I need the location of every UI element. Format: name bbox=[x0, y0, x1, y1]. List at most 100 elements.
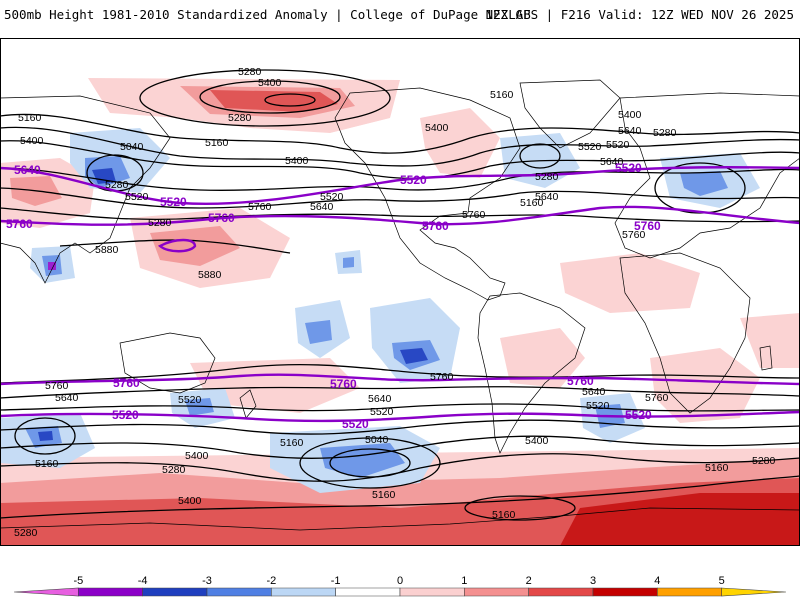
reference-label: 5760 bbox=[330, 377, 357, 391]
colorbar-tick-label: 1 bbox=[461, 575, 467, 587]
north-america-coast bbox=[334, 87, 521, 301]
contour-label: 5280 bbox=[228, 112, 252, 124]
contour-5640-north bbox=[0, 187, 800, 209]
colorbar-segment bbox=[78, 587, 143, 597]
contour-label: 5160 bbox=[205, 137, 229, 149]
contour-label: 5400 bbox=[185, 450, 209, 462]
contour-low-atlantic bbox=[519, 143, 561, 169]
colorbar-tick-label: 3 bbox=[590, 575, 596, 587]
reference-label: 5760 bbox=[113, 376, 140, 390]
colorbar-segment bbox=[271, 587, 336, 597]
neg-anomaly-mid-pacific-small-core bbox=[343, 257, 354, 268]
contour-5280-north bbox=[0, 126, 800, 167]
contour-low-south-indian bbox=[14, 417, 76, 455]
colorbar-segment bbox=[142, 587, 208, 597]
ref-5760-south bbox=[0, 373, 800, 386]
reference-label: 5520 bbox=[625, 408, 652, 422]
contour-label: 5400 bbox=[525, 435, 549, 447]
colorbar-tick-label: -4 bbox=[138, 575, 148, 587]
reference-label: 5640 bbox=[14, 163, 41, 177]
ref-5520-north bbox=[0, 166, 800, 205]
contour-5160-south bbox=[0, 453, 800, 482]
antarctica-coast bbox=[0, 507, 800, 531]
reference-label: 5520 bbox=[112, 408, 139, 422]
contour-label: 5160 bbox=[372, 489, 396, 501]
reference-label: 5760 bbox=[567, 374, 594, 388]
contour-label: 5400 bbox=[178, 495, 202, 507]
contour-label: 5280 bbox=[752, 455, 776, 467]
neg-anomaly-south-indian-peak bbox=[38, 431, 53, 441]
contour-label: 5400 bbox=[425, 122, 449, 134]
contour-label: 5160 bbox=[492, 509, 516, 521]
colorbar-segment bbox=[657, 587, 722, 597]
contour-5760-north bbox=[0, 207, 800, 223]
contour-label: 5040 bbox=[120, 141, 144, 153]
greenland-coast bbox=[519, 79, 621, 149]
reference-label: 5520 bbox=[160, 195, 187, 209]
contour-label: 5520 bbox=[178, 394, 202, 406]
contour-5520-north bbox=[0, 167, 800, 191]
contour-label: 5280 bbox=[105, 179, 129, 191]
contour-label: 5640 bbox=[582, 386, 606, 398]
pos-anomaly-africa-south bbox=[650, 348, 760, 423]
neg-anomaly-tropical-pacific-core bbox=[305, 320, 332, 344]
reference-label: 5760 bbox=[208, 211, 235, 225]
pos-anomaly-indian-ocean bbox=[740, 313, 800, 368]
contour-label: 5640 bbox=[55, 392, 79, 404]
colorbar-tick-label: -2 bbox=[266, 575, 276, 587]
reference-label: 5760 bbox=[422, 219, 449, 233]
contour-label: 5640 bbox=[618, 125, 642, 137]
south-america-coast bbox=[477, 292, 586, 454]
contour-label: 5400 bbox=[618, 109, 642, 121]
contour-label: 5160 bbox=[520, 197, 544, 209]
map-title: 500mb Height 1981-2010 Standardized Anom… bbox=[4, 7, 531, 22]
ref-5520-south bbox=[0, 410, 800, 423]
new-zealand-coast bbox=[239, 389, 257, 419]
africa-coast bbox=[619, 252, 751, 414]
contour-ridge-5400 bbox=[199, 80, 341, 114]
contour-label: 5520 bbox=[320, 191, 344, 203]
colorbar-tick-label: -5 bbox=[73, 575, 83, 587]
contour-5400-south bbox=[0, 419, 800, 435]
colorbar-labels: -5 -4 -3 -2 -1 0 1 2 3 4 5 bbox=[73, 575, 724, 587]
pos-anomaly-canada bbox=[420, 108, 500, 178]
reference-label: 5520 bbox=[400, 173, 427, 187]
neg-anomaly-india-peak bbox=[48, 262, 56, 270]
asia-east-coast bbox=[0, 95, 171, 284]
contour-label: 5640 bbox=[600, 156, 624, 168]
contour-labels: 5280 5400 5160 5160 5400 5040 5280 5160 … bbox=[14, 66, 776, 539]
neg-anomaly-south-pacific-east bbox=[370, 298, 460, 383]
colorbar-segment bbox=[206, 587, 272, 597]
contour-label: 5640 bbox=[368, 393, 392, 405]
contour-low-south-pacific-inner bbox=[329, 448, 411, 478]
contour-label: 5520 bbox=[606, 139, 630, 151]
colorbar-tick-label: 0 bbox=[397, 575, 403, 587]
coastlines bbox=[0, 79, 800, 531]
pos-anomaly-south-atlantic bbox=[500, 328, 585, 388]
contour-label: 5280 bbox=[14, 527, 38, 539]
contour-label: 5520 bbox=[578, 141, 602, 153]
contour-5280-south bbox=[0, 435, 800, 459]
height-contours bbox=[0, 69, 800, 521]
reference-labels: 5640 5520 5520 5520 5760 5760 5760 5760 … bbox=[6, 161, 661, 431]
contour-label: 5520 bbox=[586, 400, 610, 412]
contour-label: 5280 bbox=[535, 171, 559, 183]
contour-5280-antarctic bbox=[0, 475, 800, 519]
pos-anomaly-antarctic-max bbox=[560, 493, 800, 546]
colorbar-segment bbox=[528, 587, 594, 597]
reference-label: 5760 bbox=[634, 219, 661, 233]
contour-label: 5280 bbox=[162, 464, 186, 476]
neg-anomaly-australia-south-core bbox=[185, 398, 214, 416]
contour-label: 5880 bbox=[95, 244, 119, 256]
ref-5880-pacific bbox=[157, 238, 197, 253]
contour-label: 5160 bbox=[705, 462, 729, 474]
contour-label: 5040 bbox=[365, 434, 389, 446]
contour-label: 5160 bbox=[490, 89, 514, 101]
contour-5520-south bbox=[0, 403, 800, 412]
colorbar-tick-label: -3 bbox=[202, 575, 212, 587]
anomaly-map: 5280 5400 5160 5160 5400 5040 5280 5160 … bbox=[0, 38, 800, 546]
run-info: 12Z GFS | F216 Valid: 12Z WED NOV 26 202… bbox=[485, 7, 794, 22]
contour-label: 5280 bbox=[653, 127, 677, 139]
reference-label: 5520 bbox=[342, 417, 369, 431]
contour-label: 5760 bbox=[248, 201, 272, 213]
